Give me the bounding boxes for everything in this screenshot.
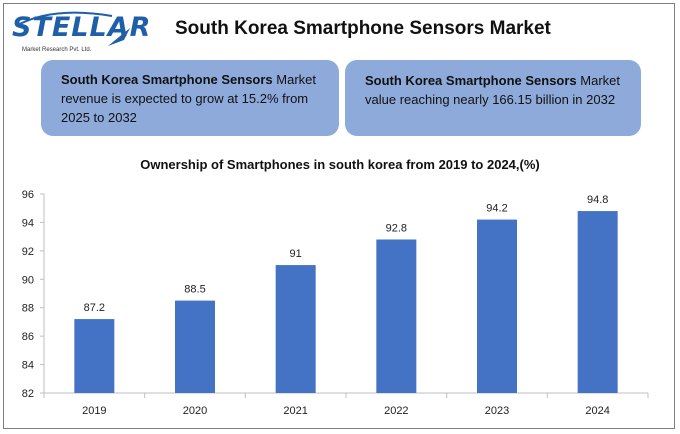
y-tick-label: 84 (22, 360, 34, 372)
data-label-2022: 92.8 (386, 222, 407, 234)
info-box-growth-text: Market revenue is expected to grow at 15… (61, 72, 316, 125)
logo-swoosh-icon (15, 11, 130, 46)
info-box-growth-bold: South Korea Smartphone Sensors (61, 72, 273, 87)
y-tick-label: 94 (22, 217, 34, 229)
x-tick-label-2024: 2024 (585, 405, 609, 417)
bars (74, 211, 618, 393)
x-tick-label-2020: 2020 (183, 405, 207, 417)
data-label-2021: 91 (290, 248, 302, 260)
logo-tagline: Market Research Pvt. Ltd. (22, 47, 92, 53)
logo-brand: STELLAR (12, 12, 152, 43)
stellar-logo: STELLAR Market Research Pvt. Ltd. (12, 6, 150, 64)
x-tick-label-2021: 2021 (283, 405, 307, 417)
y-tick-label: 82 (22, 388, 34, 400)
info-box-value-bold: South Korea Smartphone Sensors (365, 73, 577, 88)
data-label-2023: 94.2 (486, 203, 507, 215)
bar-2021 (275, 265, 316, 393)
info-box-value: South Korea Smartphone Sensors Market va… (345, 60, 641, 136)
y-tick-label: 86 (22, 331, 34, 343)
info-box-growth: South Korea Smartphone Sensors Market re… (41, 60, 339, 136)
bar-2022 (376, 239, 417, 393)
data-labels: 87.2 88.5 91 92.8 94.2 94.8 (84, 194, 609, 314)
bar-2020 (175, 300, 215, 393)
x-tick-label-2023: 2023 (485, 405, 509, 417)
bar-2023 (477, 219, 517, 393)
y-tick-label: 92 (22, 246, 34, 258)
bar-2024 (577, 211, 618, 393)
page-title: South Korea Smartphone Sensors Market (175, 18, 551, 39)
y-tick-label: 88 (22, 303, 34, 315)
data-label-2024: 94.8 (587, 194, 608, 206)
y-tick-label: 90 (22, 274, 34, 286)
data-label-2019: 87.2 (84, 302, 105, 314)
y-axis: 82 84 86 88 90 92 94 96 (22, 189, 45, 400)
x-axis: 2019 2020 2021 2022 2023 2024 (43, 392, 649, 417)
bar-2019 (74, 319, 115, 393)
y-tick-label: 96 (22, 189, 34, 201)
data-label-2020: 88.5 (184, 284, 205, 296)
x-tick-label-2022: 2022 (384, 405, 408, 417)
chart-title: Ownership of Smartphones in south korea … (140, 157, 540, 172)
info-box-value-text: Market value reaching nearly 166.15 bill… (365, 73, 620, 107)
x-tick-label-2019: 2019 (82, 405, 106, 417)
